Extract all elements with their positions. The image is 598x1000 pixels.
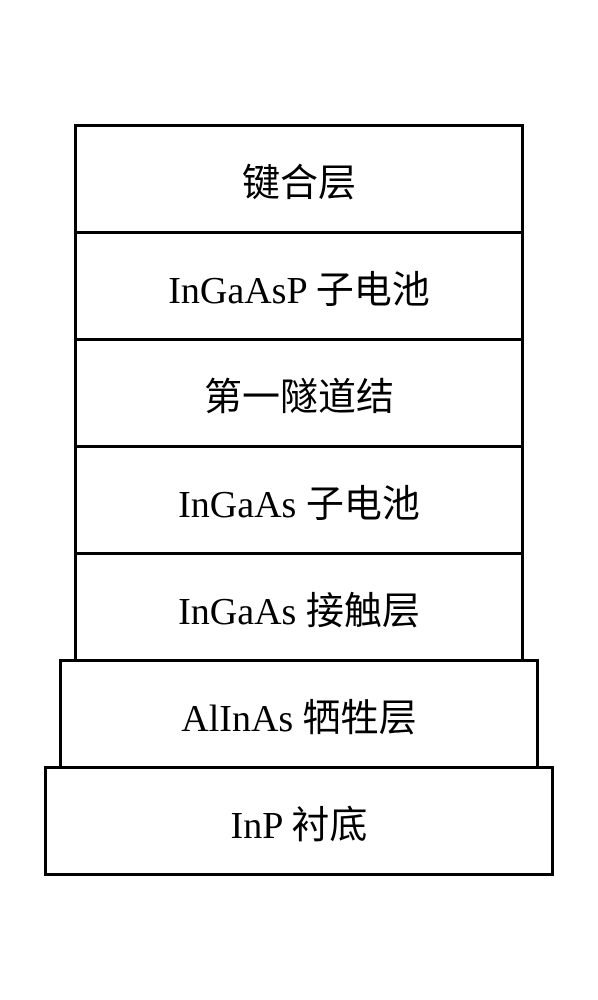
layer-label: 键合层 — [242, 152, 356, 207]
layer-bonding: 键合层 — [74, 124, 524, 234]
layer-ingaas-subcell: InGaAs 子电池 — [74, 445, 524, 555]
layer-label: AlInAs 牺牲层 — [181, 687, 416, 742]
layer-alinas-sacrificial: AlInAs 牺牲层 — [59, 659, 539, 769]
layer-first-tunnel-junction: 第一隧道结 — [74, 338, 524, 448]
layer-label: InGaAs 子电池 — [178, 473, 420, 528]
layer-inp-substrate: InP 衬底 — [44, 766, 554, 876]
layer-label: InP 衬底 — [231, 794, 368, 849]
layer-label: InGaAsP 子电池 — [168, 259, 429, 314]
layer-ingaasp-subcell: InGaAsP 子电池 — [74, 231, 524, 341]
layer-ingaas-contact: InGaAs 接触层 — [74, 552, 524, 662]
layer-stack-diagram: 键合层 InGaAsP 子电池 第一隧道结 InGaAs 子电池 InGaAs … — [44, 124, 554, 876]
layer-label: InGaAs 接触层 — [178, 580, 420, 635]
layer-label: 第一隧道结 — [204, 366, 394, 421]
